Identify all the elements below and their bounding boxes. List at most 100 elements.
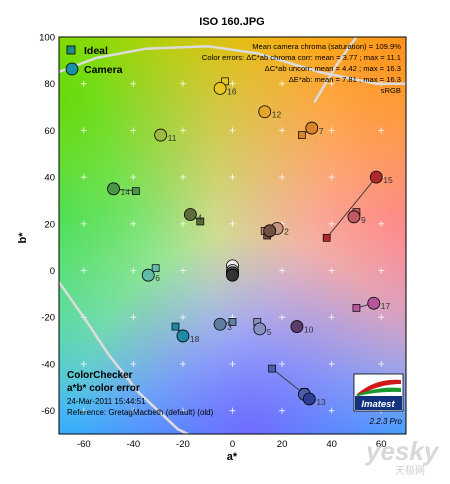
patch-label-13: 13 [316,397,326,407]
ideal-marker-8 [268,364,277,373]
y-axis-label: b* [17,232,29,244]
x-tick-label: 40 [326,439,337,450]
patch-label-9: 9 [361,215,366,225]
error-link-8 [271,368,305,395]
x-tick-label: 0 [230,439,235,450]
info-line-2: Color errors: ΔC*ab chroma corr: mean = … [202,53,401,62]
watermark-text: yesky [364,436,440,466]
camera-marker-5 [253,322,267,336]
y-tick-label: 20 [44,219,55,230]
camera-marker-9 [347,210,361,224]
logo-band [355,396,402,410]
legend-camera-marker [65,62,79,76]
x-tick-label: -20 [176,439,190,450]
legend-camera-label: Camera [84,64,123,76]
ideal-marker-7 [298,131,306,139]
footer-line-3: 24-Mar-2011 15:44:51 [67,397,146,406]
camera-marker-6 [141,268,155,282]
patch-label-12: 12 [272,110,282,120]
info-block: Mean camera chroma (saturation) = 109.9%… [202,42,401,95]
legend-ideal-label: Ideal [84,45,108,57]
ideal-marker-15 [322,233,331,242]
chart-title: ISO 160.JPG [199,16,264,28]
patch-label-4: 4 [197,212,202,222]
gamut-curve-top [59,45,406,85]
camera-marker-1 [263,224,277,238]
imatest-logo: Imatest 2.2.3 Pro [353,373,404,426]
ideal-marker-17 [352,304,361,312]
info-line-1: Mean camera chroma (saturation) = 109.9% [252,42,401,51]
footer-line-2: a*b* color error [67,383,140,394]
ideal-marker-4 [196,217,205,226]
legend-ideal-marker [66,45,76,55]
patch-label-10: 10 [304,325,314,335]
patch-label-5: 5 [267,327,272,337]
y-tick-label: 0 [50,266,55,277]
gamut-curve-right [313,37,358,104]
patch-label-14: 14 [121,187,131,197]
y-tick-labels: -60 -40 -20 0 20 40 60 80 100 [39,33,55,418]
y-tick-label: -40 [41,359,55,370]
x-tick-label: -60 [77,439,91,450]
watermark: yesky 天极网 [364,436,440,477]
camera-marker-11 [154,128,168,142]
x-tick-labels: -60 -40 -20 0 20 40 60 [77,439,387,450]
x-tick-label: -40 [126,439,140,450]
watermark-subtext: 天极网 [395,464,425,477]
chromaticity-background [59,37,406,434]
camera-marker-13 [302,392,316,406]
x-tick-label: 20 [277,439,288,450]
grid [80,80,385,414]
camera-marker-16 [213,81,227,95]
patch-label-11: 11 [168,133,177,143]
camera-marker-4 [183,208,197,221]
camera-marker-14 [107,182,120,196]
patch-label-7: 7 [319,126,324,136]
y-tick-label: 100 [39,33,55,44]
camera-marker-15 [369,170,383,184]
gamut-curve-left [59,281,191,434]
camera-marker-10 [290,320,304,333]
info-line-4: ΔE*ab: mean = 7.81 ; max = 16.3 [289,75,401,84]
ideal-marker-3 [228,318,237,326]
y-tick-label: -60 [41,406,55,417]
camera-marker-24 [226,268,239,282]
logo-name: Imatest [361,399,395,410]
ideal-marker-14 [131,187,140,195]
patch-label-17: 17 [381,301,391,311]
plot-frame [58,36,407,435]
patch-label-16: 16 [227,86,237,96]
error-link-15 [326,176,377,239]
y-tick-label: 60 [44,126,55,137]
ideal-marker-18 [171,322,180,331]
footer-line-4: Reference: GretagMacbeth (default) (old) [67,408,214,417]
camera-marker-3 [213,317,227,331]
patch-label-15: 15 [383,175,393,185]
patch-label-18: 18 [190,334,200,344]
x-axis-label: a* [227,451,238,463]
info-line-3: ΔC*ab uncorr: mean = 4.42 ; max = 16.3 [265,64,401,73]
patch-labels: 2 3 4 5 6 7 9 10 11 12 13 14 15 16 17 18 [121,86,393,407]
camera-marker-12 [258,105,272,119]
patch-label-3: 3 [227,322,232,332]
gamut-boundary [59,37,406,434]
footer-line-1: ColorChecker [67,370,133,381]
patch-label-6: 6 [155,273,160,283]
camera-marker-18 [176,329,190,343]
logo-swoosh-red [356,379,401,396]
ideal-marker-6 [151,264,160,273]
patch-label-2: 2 [284,226,289,236]
y-tick-label: -20 [41,313,55,324]
camera-markers [107,81,383,406]
y-tick-label: 80 [44,79,55,90]
logo-version: 2.2.3 Pro [369,417,403,426]
y-tick-label: 40 [44,173,55,184]
info-line-5: sRGB [381,86,401,95]
bg-violet-layer [59,37,406,434]
camera-marker-7 [305,121,319,135]
legend: Ideal Camera [65,45,123,76]
x-tick-label: 60 [376,439,387,450]
logo-swoosh-green [356,387,401,396]
footer-block: ColorChecker a*b* color error 24-Mar-201… [67,370,214,417]
